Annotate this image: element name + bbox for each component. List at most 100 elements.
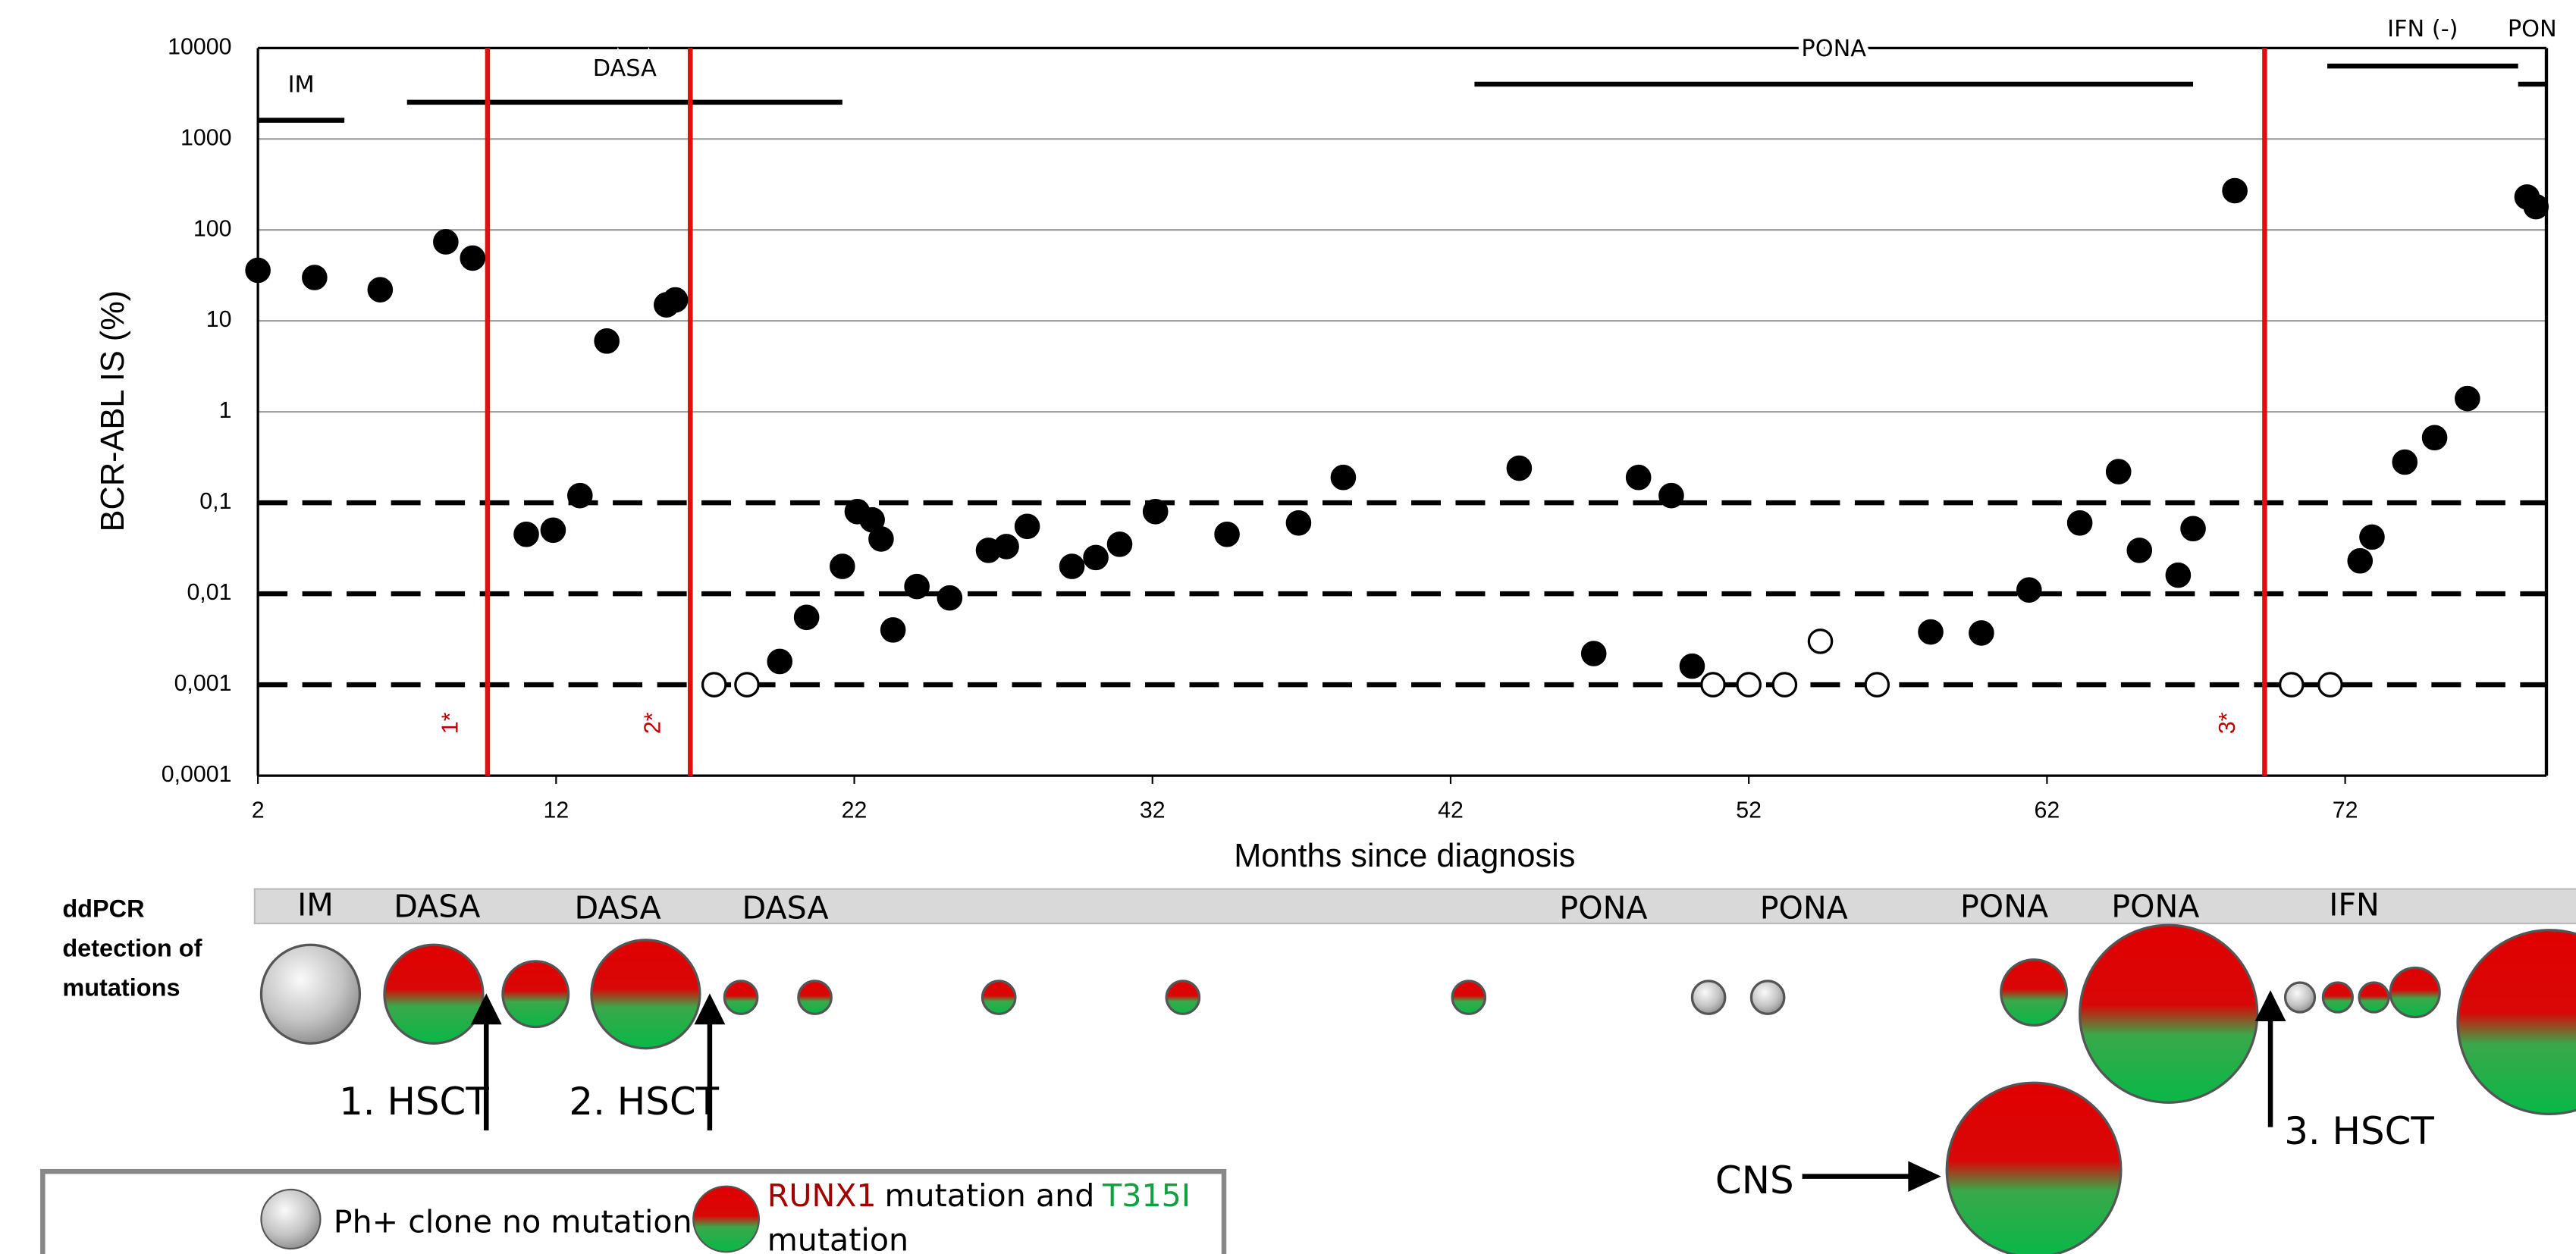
bubble	[2358, 981, 2390, 1014]
therapy-label: IFN (-)	[2387, 16, 2458, 42]
data-point	[594, 328, 620, 354]
ddpcr-bubbles	[259, 923, 2576, 1254]
x-axis-label: Months since diagnosis	[1234, 838, 1575, 874]
hsct-label: 1. HSCT	[339, 1080, 489, 1124]
x-tick-label: 12	[543, 798, 569, 823]
data-point	[1700, 672, 1726, 698]
x-tick-label: 22	[842, 798, 868, 823]
data-point	[1330, 464, 1357, 491]
bubble	[1749, 980, 1786, 1015]
x-tick-label: 52	[1736, 798, 1762, 823]
gene-name: RUNX1	[767, 1177, 877, 1214]
y-tick-label: 0,001	[174, 671, 232, 696]
data-point	[1679, 653, 1705, 679]
therapy-label: DASA	[593, 55, 657, 82]
data-point	[2359, 524, 2385, 550]
data-point	[540, 517, 566, 544]
legend-label: Ph+ clone no mutation	[334, 1204, 692, 1240]
y-tick-label: 1	[219, 398, 232, 423]
phase-label: IM	[297, 886, 334, 923]
bubble	[797, 980, 833, 1015]
bubble	[1690, 980, 1727, 1015]
y-tick-label: 0,1	[199, 489, 231, 514]
legend-swatch	[260, 1188, 322, 1250]
data-point	[904, 573, 930, 600]
phase-label: PONA	[1559, 890, 1647, 926]
bubble	[1945, 1081, 2123, 1254]
data-point	[2523, 193, 2549, 220]
data-point	[2180, 516, 2206, 542]
y-tick-label: 0,0001	[162, 762, 232, 787]
phase-label: IFN	[2329, 886, 2380, 923]
legend-swatch	[692, 1185, 760, 1253]
data-point	[662, 287, 689, 313]
y-tick-label: 0,01	[187, 580, 231, 605]
y-axis-label: BCR-ABL IS (%)	[95, 290, 131, 531]
y-tick-label: 10	[206, 307, 232, 332]
event-label: 1*	[438, 712, 463, 734]
data-point	[1506, 455, 1533, 481]
therapy-label: PONA	[1801, 36, 1866, 62]
data-point	[2279, 672, 2305, 698]
data-point	[2421, 425, 2448, 451]
data-point	[245, 257, 271, 284]
ddpcr-title: ddPCR	[62, 895, 144, 922]
data-point	[701, 672, 727, 698]
data-point	[2126, 538, 2153, 563]
data-point	[2222, 177, 2248, 204]
data-point	[880, 617, 906, 643]
bubble	[2079, 923, 2259, 1104]
bubble	[383, 943, 485, 1045]
data-point	[1014, 513, 1040, 540]
x-tick-label: 32	[1140, 798, 1166, 823]
data-point	[1083, 544, 1109, 571]
therapy-label: IM	[288, 72, 315, 99]
data-point	[830, 553, 855, 579]
x-tick-label: 62	[2035, 798, 2060, 823]
data-point	[1864, 672, 1890, 698]
data-point	[302, 265, 328, 290]
data-point	[567, 482, 593, 509]
data-point	[2016, 577, 2042, 603]
bubble	[981, 980, 1017, 1015]
data-point	[1918, 619, 1944, 645]
arrows	[470, 990, 2286, 1192]
plot: 0,0001 0,001 0,01 0,1 1 10 100 1000 10000 2 12 22 32…	[162, 11, 2562, 823]
bubble	[2321, 981, 2354, 1014]
x-tick-label: 42	[1438, 798, 1464, 823]
y-tick-label: 100	[193, 216, 232, 241]
ddpcr-title: mutations	[62, 973, 180, 1001]
cns-label: CNS	[1715, 1158, 1794, 1202]
bubble	[501, 960, 570, 1029]
data-point	[1214, 521, 1240, 547]
data-point	[937, 585, 963, 611]
data-point	[2066, 509, 2093, 536]
ddpcr-title: detection of	[62, 934, 202, 961]
event-label: 2*	[641, 712, 666, 734]
data-point	[2165, 562, 2192, 588]
data-point	[433, 229, 459, 255]
bubble	[1165, 980, 1201, 1015]
legend-label: RUNX1 mutation and T315I	[767, 1177, 1191, 1214]
x-tick-label: 72	[2333, 798, 2358, 823]
x-tick-label: 2	[252, 798, 265, 823]
phase-label: PONA	[1760, 890, 1848, 926]
phase-label: DASA	[394, 889, 480, 925]
data-point	[1142, 498, 1169, 525]
phase-band	[253, 888, 2576, 925]
data-point	[1736, 672, 1762, 698]
bubble	[259, 943, 362, 1045]
therapy-label: PON	[2508, 16, 2557, 42]
bubble	[590, 939, 701, 1050]
data-point	[1969, 620, 1994, 646]
legend-text: mutation and	[884, 1177, 1094, 1214]
bubble	[1451, 980, 1487, 1015]
data-point	[1771, 672, 1798, 698]
data-point	[513, 521, 539, 547]
data-point	[1106, 531, 1133, 557]
y-tick-label: 10000	[168, 34, 231, 59]
data-point	[993, 534, 1019, 560]
data-point	[793, 604, 820, 631]
bubble	[2000, 958, 2069, 1027]
